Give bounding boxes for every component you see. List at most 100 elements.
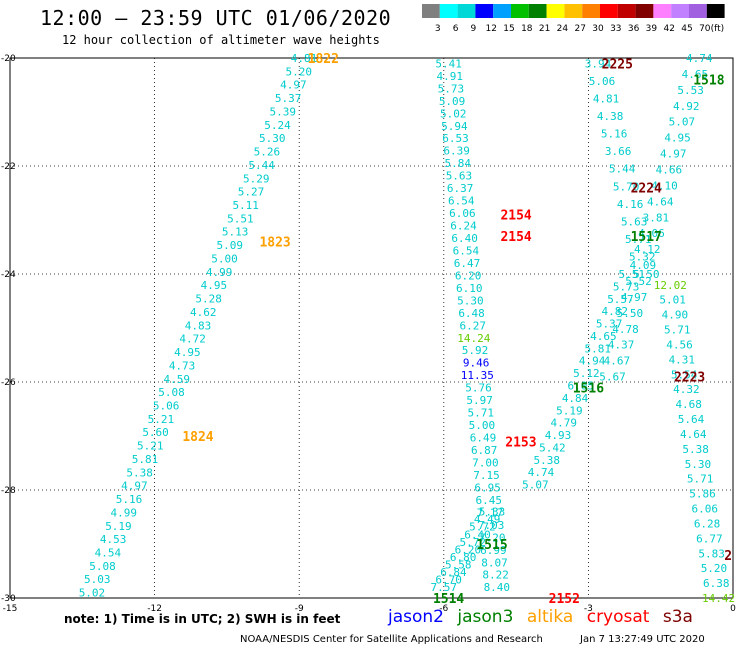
wave-height-value: 5.97 [466,394,493,407]
wave-height-value: 4.82 [602,305,629,318]
wave-height-value: 4.74 [528,466,555,479]
pass-time-label: 1517 [631,230,662,245]
wave-height-value: 4.65 [682,68,709,81]
y-tick-label: -26 [1,378,16,388]
color-swatch [546,4,565,18]
wave-height-value: 9.46 [463,357,490,370]
pass-time-label: 1518 [693,74,724,89]
wave-height-value: 3.81 [643,211,670,224]
wave-height-value: 5.20 [701,562,728,575]
satellite-legend: jason2 jason3 altika cryosat s3a [388,607,701,627]
wave-height-value: 5.11 [232,199,259,212]
scale-label: 15 [503,24,514,34]
note-text: note: 1) Time is in UTC; 2) SWH is in fe… [64,612,341,626]
wave-height-value: 6.40 [464,528,491,541]
wave-height-value: 4.53 [100,533,127,546]
wave-height-value: 5.19 [556,404,583,417]
y-tick-label: -24 [1,270,16,280]
wave-height-value: 7.03 [478,519,505,532]
wave-height-value: 4.95 [201,279,228,292]
wave-height-value: 5.09 [217,239,244,252]
wave-height-value: 4.93 [545,429,572,442]
wave-height-value: 4.65 [590,330,617,343]
chart-plot: -15 -12 -9 -6 -3 0-20-22-24-26-28-304.815.204… [1,52,736,612]
wave-height-value: 14.42 [702,592,735,605]
wave-height-value: 14.24 [457,332,490,345]
wave-height-value: 5.44 [248,159,275,172]
wave-height-value: 4.94 [579,355,606,368]
wave-height-value: 4.66 [656,164,683,177]
wave-height-value: 5.54 [671,368,698,381]
scale-label: 18 [521,24,533,34]
wave-height-value: 5.06 [589,75,616,88]
wave-height-value: 4.59 [164,373,191,386]
wave-height-value: 4.62 [190,306,217,319]
wave-height-value: 5.73 [613,280,640,293]
wave-height-value: 4.56 [666,338,693,351]
scale-label: 24 [557,24,569,34]
color-swatch [671,4,689,18]
wave-height-value: 6.84 [440,566,467,579]
color-swatch [706,4,725,18]
wave-height-value: 7.17 [477,506,504,519]
pass-time-label: 1822 [308,52,339,67]
x-tick-label: -15 [3,604,18,612]
wave-height-value: 5.38 [533,454,560,467]
wave-height-value: 6.24 [450,220,477,233]
chart-subtitle: 12 hour collection of altimeter wave hei… [62,33,380,47]
wave-height-value: 5.94 [441,120,468,133]
wave-height-value: 4.97 [660,148,687,161]
wave-height-value: 5.09 [439,95,466,108]
pass-time-label: 2152 [549,592,580,607]
wave-height-value: 6.45 [476,494,503,507]
wave-height-value: 8.07 [481,556,508,569]
wave-height-value: 4.97 [280,79,307,92]
footer-timestamp: Jan 7 13:27:49 UTC 2020 [580,634,705,645]
x-tick-label: -12 [147,604,162,612]
wave-height-value: 4.64 [680,428,707,441]
wave-height-value: 7.15 [473,469,500,482]
wave-height-value: 4.49 [474,513,501,526]
wave-height-value: 5.44 [609,163,636,176]
wave-height-value: 6.28 [694,517,721,530]
wave-height-value: 6.48 [458,307,485,320]
color-swatch [528,4,547,18]
scale-label: 70 [699,24,711,34]
wave-height-value: 5.33 [479,506,506,519]
wave-height-value: 4.95 [664,132,691,145]
wave-height-value: 5.41 [435,57,462,70]
wave-height-value: 4.12 [634,243,661,256]
pass-time-label: 2154 [500,209,531,224]
wave-height-value: 5.02 [79,587,106,600]
scale-label: 6 [453,24,459,34]
wave-height-value: 5.30 [457,294,484,307]
wave-height-value: 4.99 [206,266,233,279]
legend-jason3: jason3 [457,607,514,627]
wave-height-value: 5.21 [148,413,175,426]
wave-height-value: 5.01 [659,294,686,307]
color-swatch [475,4,494,18]
wave-height-value: 5.03 [84,573,111,586]
wave-height-value: 6.27 [459,319,486,332]
wave-height-value: 4.09 [630,259,657,272]
wave-height-value: 5.12 [573,367,600,380]
wave-height-value: 5.07 [522,479,549,492]
wave-height-value: 5.08 [158,386,185,399]
scale-label: 36 [628,24,640,34]
pass-time-label: 1824 [182,430,213,445]
y-tick-label: -30 [1,594,16,604]
wave-height-value: 5.73 [438,82,465,95]
wave-height-value: 5.32 [629,250,656,263]
color-swatch [457,4,476,18]
wave-height-value: 5.50 [617,307,644,320]
pass-time-label: 2223 [674,371,705,386]
wave-height-value: 5.28 [195,293,222,306]
chart-title: 12:00 — 23:59 UTC 01/06/2020 [40,6,392,30]
wave-height-value: 6.20 [455,269,482,282]
wave-height-value: 5.60 [142,426,169,439]
wave-height-value: 5.08 [89,560,116,573]
wave-height-value: 5.51 [227,212,254,225]
legend-jason2: jason2 [388,607,444,627]
wave-height-value: 4.72 [179,333,206,346]
wave-height-value: 6.80 [450,551,477,564]
